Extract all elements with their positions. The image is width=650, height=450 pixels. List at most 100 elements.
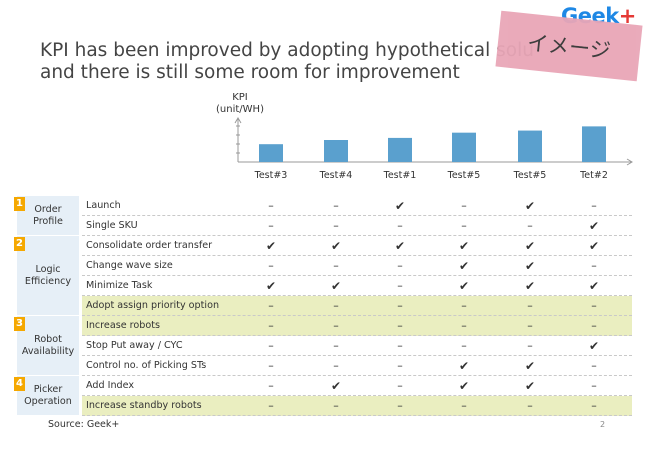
dash-mark: –: [591, 199, 597, 212]
dash-mark: –: [333, 299, 339, 312]
dash-mark: –: [461, 219, 467, 232]
check-mark: ✔: [330, 379, 342, 393]
check-mark: ✔: [458, 259, 470, 273]
dash-mark: –: [527, 399, 533, 412]
title-line-1: KPI has been improved by adopting hypoth…: [40, 40, 534, 61]
dash-mark: –: [268, 259, 274, 272]
bar-test-3: [259, 144, 283, 162]
dash-mark: –: [333, 359, 339, 372]
check-mark: ✔: [458, 239, 470, 253]
dash-mark: –: [397, 279, 403, 292]
check-mark: ✔: [588, 219, 600, 233]
row-divider: [82, 315, 632, 316]
group-label-line: Order: [34, 204, 62, 215]
dash-mark: –: [268, 399, 274, 412]
dash-mark: –: [333, 199, 339, 212]
dash-mark: –: [333, 399, 339, 412]
dash-mark: –: [397, 319, 403, 332]
group-label-line: Logic: [35, 264, 61, 275]
check-mark: ✔: [458, 359, 470, 373]
dash-mark: –: [461, 299, 467, 312]
dash-mark: –: [268, 359, 274, 372]
title-line-2: and there is still some room for improve…: [40, 62, 460, 83]
check-mark: ✔: [524, 379, 536, 393]
row-divider: [82, 255, 632, 256]
dash-mark: –: [461, 399, 467, 412]
dash-mark: –: [591, 379, 597, 392]
group-label-line: Operation: [24, 396, 72, 407]
group-label-line: Profile: [33, 216, 63, 227]
group-label-line: Efficiency: [24, 276, 72, 287]
page-number: 2: [600, 420, 606, 429]
row-label: Stop Put away / CYC: [86, 340, 183, 351]
group-number-badge: 4: [14, 377, 25, 391]
group-box: [17, 316, 79, 375]
row-label: Launch: [86, 200, 121, 211]
group-label: Robot Availability: [17, 334, 79, 358]
x-tick-label: Test#5: [513, 170, 547, 181]
logo-plus: +: [618, 4, 637, 28]
x-tick-label: Test#4: [319, 170, 353, 181]
dash-mark: –: [591, 319, 597, 332]
bar-test-4: [324, 140, 348, 162]
row-divider: [82, 235, 632, 236]
group-label-line: Picker: [33, 384, 63, 395]
y-axis-arrow: [234, 117, 242, 124]
row-label: Increase standby robots: [86, 400, 202, 411]
dash-mark: –: [333, 259, 339, 272]
dash-mark: –: [333, 339, 339, 352]
dash-mark: –: [591, 399, 597, 412]
dash-mark: –: [397, 359, 403, 372]
check-mark: ✔: [330, 239, 342, 253]
check-mark: ✔: [524, 199, 536, 213]
row-divider: [82, 415, 632, 416]
row-divider: [82, 215, 632, 216]
chart-y-axis-label: KPI (unit/WH): [205, 92, 275, 116]
dash-mark: –: [268, 319, 274, 332]
dash-mark: –: [591, 299, 597, 312]
table-row: [82, 396, 632, 416]
row-divider: [82, 375, 632, 376]
dash-mark: –: [527, 219, 533, 232]
check-mark: ✔: [524, 359, 536, 373]
dash-mark: –: [268, 339, 274, 352]
check-mark: ✔: [524, 259, 536, 273]
bar-tet-2: [582, 126, 606, 162]
bar-test-5: [518, 130, 542, 162]
check-mark: ✔: [524, 279, 536, 293]
group-label-line: Availability: [21, 346, 75, 357]
group-label: Logic Efficiency: [17, 264, 79, 288]
dash-mark: –: [397, 299, 403, 312]
dash-mark: –: [268, 199, 274, 212]
dash-mark: –: [397, 399, 403, 412]
table-row: [82, 296, 632, 316]
dash-mark: –: [333, 319, 339, 332]
dash-mark: –: [591, 259, 597, 272]
dash-mark: –: [268, 379, 274, 392]
row-label: Add Index: [86, 380, 135, 391]
check-mark: ✔: [588, 339, 600, 353]
check-mark: ✔: [458, 379, 470, 393]
dash-mark: –: [527, 319, 533, 332]
row-label: Control no. of Picking STs: [86, 360, 207, 371]
check-mark: ✔: [588, 239, 600, 253]
x-tick-label: Test#5: [447, 170, 481, 181]
check-mark: ✔: [265, 239, 277, 253]
group-box: [17, 376, 79, 415]
check-mark: ✔: [330, 279, 342, 293]
dash-mark: –: [527, 299, 533, 312]
bar-test-5: [452, 132, 476, 162]
check-mark: ✔: [265, 279, 277, 293]
row-divider: [82, 335, 632, 336]
check-mark: ✔: [588, 279, 600, 293]
check-mark: ✔: [394, 199, 406, 213]
group-box: [17, 236, 79, 315]
row-label: Adopt assign priority option: [86, 300, 220, 311]
row-divider: [82, 395, 632, 396]
row-label: Increase robots: [86, 320, 160, 331]
group-label: Picker Operation: [17, 384, 79, 408]
dash-mark: –: [461, 319, 467, 332]
group-box: [17, 196, 79, 235]
y-axis-label-line: KPI: [232, 92, 248, 103]
table-row: [82, 316, 632, 336]
